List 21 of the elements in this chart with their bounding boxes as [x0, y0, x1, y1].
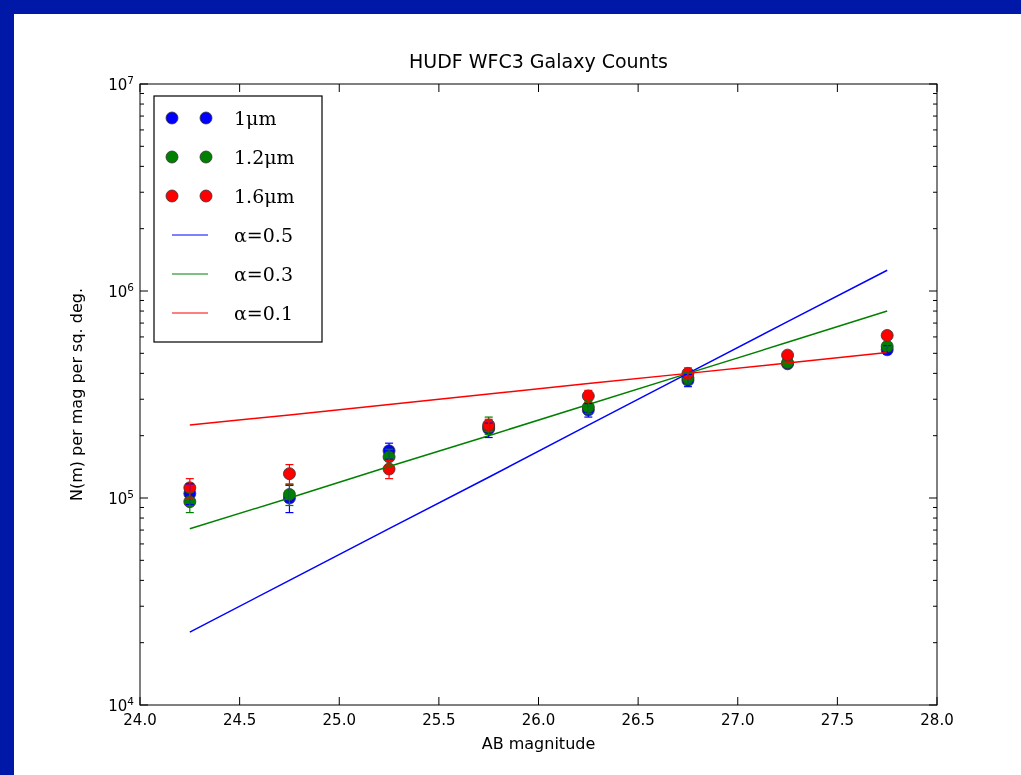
legend-label: 1μm: [234, 107, 277, 129]
legend-label: 1.2μm: [234, 146, 295, 168]
legend-label: α=0.3: [234, 263, 293, 285]
y-tick-label: 10$^{7}$: [108, 74, 134, 94]
x-tick-label: 25.5: [422, 711, 456, 729]
y-tick-label: 10$^{6}$: [108, 281, 135, 301]
chart-title: HUDF WFC3 Galaxy Counts: [408, 50, 669, 72]
x-tick-label: 27.5: [820, 711, 855, 729]
x-tick-label: 27.0: [721, 711, 755, 729]
x-tick-label: 26.5: [621, 711, 655, 729]
x-tick-label: 26.0: [521, 711, 556, 729]
y-axis-title: N(m) per mag per sq. deg.: [67, 288, 86, 501]
x-tick-label: 28.0: [920, 711, 954, 729]
x-axis-title: AB magnitude: [481, 734, 596, 753]
legend-label: 1.6μm: [234, 185, 295, 207]
legend-label: α=0.1: [234, 302, 293, 324]
x-tick-label: 24.0: [123, 711, 157, 729]
legend-label: α=0.5: [234, 224, 293, 246]
x-tick-label: 24.5: [222, 711, 257, 729]
y-tick-label: 10$^{5}$: [108, 488, 134, 508]
x-tick-label: 25.0: [322, 711, 356, 729]
